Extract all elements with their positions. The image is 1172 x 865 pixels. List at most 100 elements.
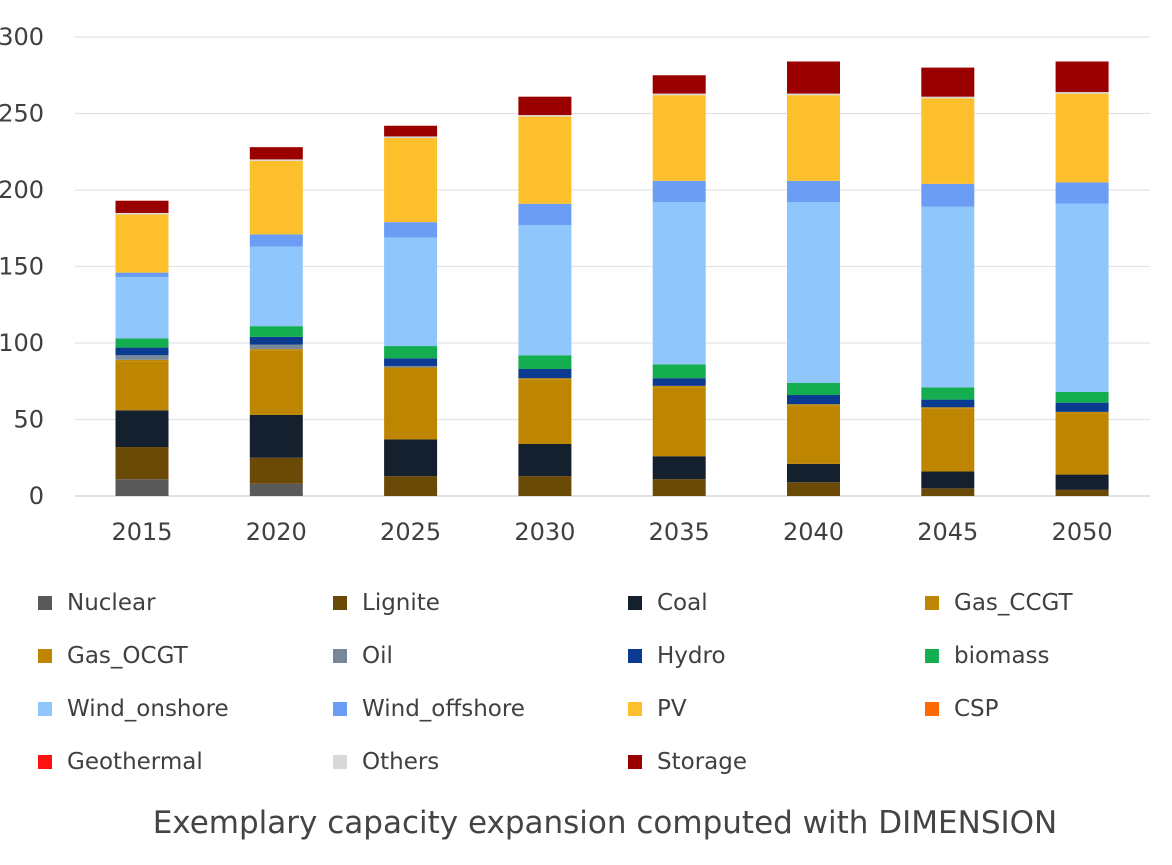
bar-segment-gas-ccgt-2050 xyxy=(1055,413,1109,475)
legend-item-gas-ocgt: Gas_OCGT xyxy=(38,629,333,682)
x-tick-label-2040: 2040 xyxy=(783,518,844,546)
bar-segment-storage-2040 xyxy=(787,61,840,94)
bar-segment-gas-ccgt-2035 xyxy=(652,387,706,457)
legend-item-pv: PV xyxy=(628,682,925,735)
y-tick-label: 300 xyxy=(0,23,44,51)
bar-segment-hydro-2030 xyxy=(518,369,572,379)
legend-swatch xyxy=(38,595,52,610)
bar-segment-gas-ccgt-2015 xyxy=(115,361,169,411)
bar-segment-pv-2040 xyxy=(787,95,840,181)
bar-segment-wind-offshore-2045 xyxy=(921,183,975,207)
bar-segment-pv-2025 xyxy=(384,137,438,223)
bar-segment-pv-2015 xyxy=(115,214,169,273)
bar-segment-coal-2020 xyxy=(249,414,303,458)
bar-segment-lignite-2020 xyxy=(249,457,303,484)
bar-segment-gas-ocgt-2025 xyxy=(384,367,438,370)
y-tick-label: 50 xyxy=(13,406,44,434)
legend-item-oil: Oil xyxy=(333,629,628,682)
bar-segment-wind-onshore-2045 xyxy=(921,206,975,388)
bar-segment-hydro-2020 xyxy=(249,336,303,345)
legend-swatch xyxy=(925,701,939,716)
legend-swatch xyxy=(333,648,347,663)
bar-segment-wind-offshore-2030 xyxy=(518,203,572,226)
legend-item-gas-ccgt: Gas_CCGT xyxy=(925,576,1158,629)
bar-segment-wind-offshore-2040 xyxy=(787,180,840,203)
legend-label: Gas_OCGT xyxy=(67,642,188,669)
x-tick-label-2020: 2020 xyxy=(246,518,307,546)
bar-segment-coal-2050 xyxy=(1055,474,1109,490)
bar-segment-coal-2040 xyxy=(787,463,840,483)
bar-segment-biomass-2025 xyxy=(384,346,438,359)
bar-segment-gas-ccgt-2025 xyxy=(384,369,438,440)
bar-segment-biomass-2020 xyxy=(249,326,303,337)
bar-segment-coal-2030 xyxy=(518,443,572,477)
bar-segment-lignite-2030 xyxy=(518,476,572,496)
bar-segment-storage-2035 xyxy=(652,75,706,94)
bar-segment-wind-onshore-2020 xyxy=(249,246,303,327)
bar-segment-hydro-2015 xyxy=(115,347,169,356)
bar-segment-wind-offshore-2035 xyxy=(652,180,706,203)
legend-label: CSP xyxy=(954,695,999,722)
bar-stack-2030 xyxy=(518,96,572,496)
legend-swatch xyxy=(628,648,642,663)
bar-segment-pv-2050 xyxy=(1055,93,1109,183)
bar-segment-pv-2030 xyxy=(518,116,572,204)
x-tick-label-2030: 2030 xyxy=(514,518,575,546)
bar-segment-others-2020 xyxy=(249,159,303,161)
bar-segment-lignite-2050 xyxy=(1055,489,1109,496)
legend-label: PV xyxy=(657,695,687,722)
bar-segment-hydro-2025 xyxy=(384,358,438,366)
bar-segment-biomass-2035 xyxy=(652,364,706,379)
bar-segment-lignite-2025 xyxy=(384,476,438,496)
legend-label: Others xyxy=(362,748,440,775)
bar-segment-others-2040 xyxy=(787,93,840,96)
bar-segment-biomass-2030 xyxy=(518,355,572,370)
bar-segment-others-2045 xyxy=(921,96,975,99)
legend-swatch xyxy=(628,595,642,610)
bar-segment-hydro-2035 xyxy=(652,378,706,386)
bar-segment-gas-ocgt-2035 xyxy=(652,385,706,388)
gridlines xyxy=(75,36,1150,497)
legend-item-storage: Storage xyxy=(628,735,925,788)
bar-segment-storage-2050 xyxy=(1055,61,1109,93)
legend-label: Gas_CCGT xyxy=(954,589,1073,616)
bar-segment-storage-2045 xyxy=(921,67,975,97)
bar-stack-2020 xyxy=(249,147,303,496)
legend-label: Wind_offshore xyxy=(362,695,525,722)
bar-segment-biomass-2040 xyxy=(787,382,840,396)
legend-swatch xyxy=(925,648,939,663)
bar-segment-wind-offshore-2025 xyxy=(384,222,438,238)
legend-swatch xyxy=(333,754,347,769)
bar-segment-others-2035 xyxy=(652,93,706,96)
x-tick-label-2050: 2050 xyxy=(1052,518,1113,546)
bar-segment-wind-onshore-2025 xyxy=(384,237,438,347)
x-tick-label-2045: 2045 xyxy=(917,518,978,546)
y-tick-label: 100 xyxy=(0,329,44,357)
bar-segment-wind-onshore-2040 xyxy=(787,202,840,383)
bar-segment-lignite-2045 xyxy=(921,488,975,496)
legend-swatch xyxy=(38,754,52,769)
bar-segment-others-2015 xyxy=(115,212,169,215)
bar-segment-gas-ocgt-2050 xyxy=(1055,411,1109,414)
legend-label: Geothermal xyxy=(67,748,203,775)
bar-segment-nuclear-2020 xyxy=(249,483,303,496)
legend-item-coal: Coal xyxy=(628,576,925,629)
legend-item-biomass: biomass xyxy=(925,629,1158,682)
bar-segment-storage-2020 xyxy=(249,147,303,160)
bar-segment-oil-2015 xyxy=(115,355,169,360)
bar-segment-wind-offshore-2015 xyxy=(115,272,169,278)
bar-segment-gas-ocgt-2020 xyxy=(249,349,303,351)
legend-item-nuclear: Nuclear xyxy=(38,576,333,629)
bar-segment-others-2050 xyxy=(1055,92,1109,94)
bar-segment-others-2025 xyxy=(384,136,438,138)
legend-label: Hydro xyxy=(657,642,726,669)
bar-segment-coal-2035 xyxy=(652,456,706,480)
bar-segment-hydro-2045 xyxy=(921,399,975,408)
y-axis-ticks: 0 50 100 150 200 250 300 xyxy=(0,23,44,510)
legend-swatch xyxy=(38,648,52,663)
bar-stack-2015 xyxy=(115,200,169,496)
bar-segment-wind-offshore-2050 xyxy=(1055,182,1109,204)
bar-stack-2035 xyxy=(652,75,706,496)
bar-segment-nuclear-2015 xyxy=(115,479,169,496)
